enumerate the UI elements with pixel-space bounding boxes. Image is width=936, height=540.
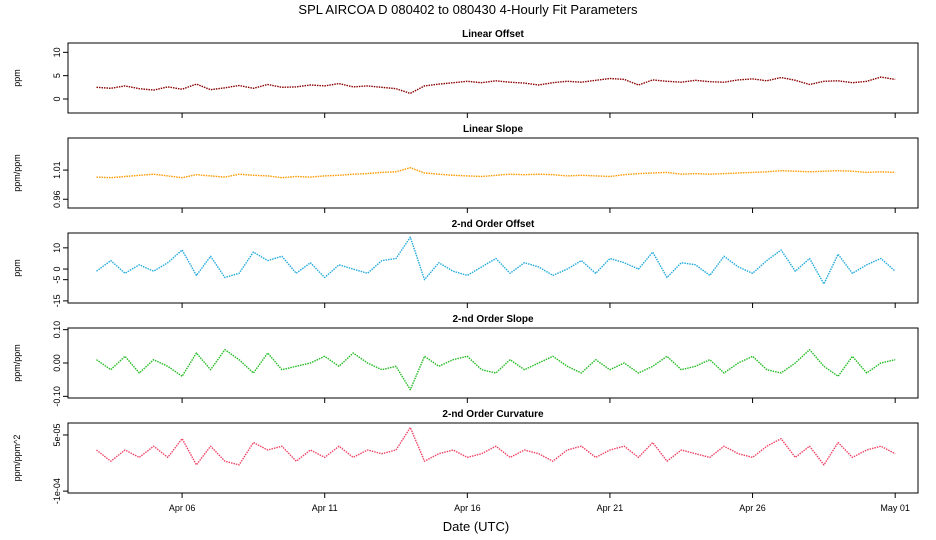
panel-1: Linear Offset 0 5 10 ppm (12, 29, 919, 118)
y-axis-label: ppm/ppm^2 (12, 435, 22, 482)
panel-frame (67, 137, 919, 209)
y-axis-label: ppm/ppm (12, 344, 22, 382)
y-tick-label: -1e-04 (52, 478, 62, 504)
y-tick-label: 0.00 (52, 354, 62, 372)
x-tick-label: Apr 26 (739, 503, 766, 513)
y-tick-label: 0 (52, 267, 62, 272)
y-tick-label: 0 (52, 96, 62, 101)
series-line (96, 349, 896, 391)
y-tick-label: 5 (52, 73, 62, 78)
x-tick-label: Apr 11 (312, 503, 338, 513)
panel-frame (67, 422, 919, 494)
y-axis-label: ppm (12, 69, 22, 87)
y-tick-label: 1.01 (52, 161, 62, 179)
y-tick-label: 0.96 (52, 190, 62, 208)
series-line (96, 426, 896, 466)
x-axis: Apr 06 Apr 11 Apr 16 Apr 21 Apr 26 May 01 (169, 503, 910, 513)
panel-4: 2-nd Order Slope -0.10 0.00 0.10 ppm/ppm (12, 314, 919, 407)
y-tick-label: -5 (52, 276, 62, 284)
series-line (96, 76, 896, 95)
panel-frame (67, 42, 919, 114)
y-tick-label: 5e-05 (52, 423, 62, 446)
x-tick-label: Apr 16 (454, 503, 481, 513)
panel-title: 2-nd Order Slope (452, 314, 534, 325)
series-line (96, 236, 896, 285)
x-axis-label: Date (UTC) (443, 519, 509, 534)
panel-title: Linear Slope (463, 124, 523, 135)
y-axis-label: ppm/ppm (12, 154, 22, 192)
panel-title: Linear Offset (462, 29, 524, 40)
y-tick-label: 0.10 (52, 321, 62, 339)
panel-title: 2-nd Order Curvature (442, 409, 544, 420)
panel-title: 2-nd Order Offset (452, 219, 535, 230)
series-line (96, 166, 896, 179)
panels: Linear Offset 0 5 10 ppm Linear Slope 0.96 1.01… (12, 29, 919, 504)
y-tick-label: -0.10 (52, 386, 62, 407)
panel-5: 2-nd Order Curvature -1e-04 5e-05 ppm/ppm^2 (12, 409, 919, 504)
y-tick-label: 10 (52, 243, 62, 253)
x-tick-label: Apr 21 (597, 503, 624, 513)
panel-frame (67, 232, 919, 304)
y-axis-label: ppm (12, 259, 22, 277)
y-tick-label: 10 (52, 47, 62, 57)
panel-frame (67, 327, 919, 399)
chart-title: SPL AIRCOA D 080402 to 080430 4-Hourly F… (298, 2, 638, 17)
panel-2: Linear Slope 0.96 1.01 ppm/ppm (12, 124, 919, 213)
x-tick-label: Apr 06 (169, 503, 196, 513)
y-tick-label: -15 (52, 294, 62, 307)
panel-3: 2-nd Order Offset -15 -5 0 10 ppm (12, 219, 919, 308)
x-tick-label: May 01 (880, 503, 910, 513)
